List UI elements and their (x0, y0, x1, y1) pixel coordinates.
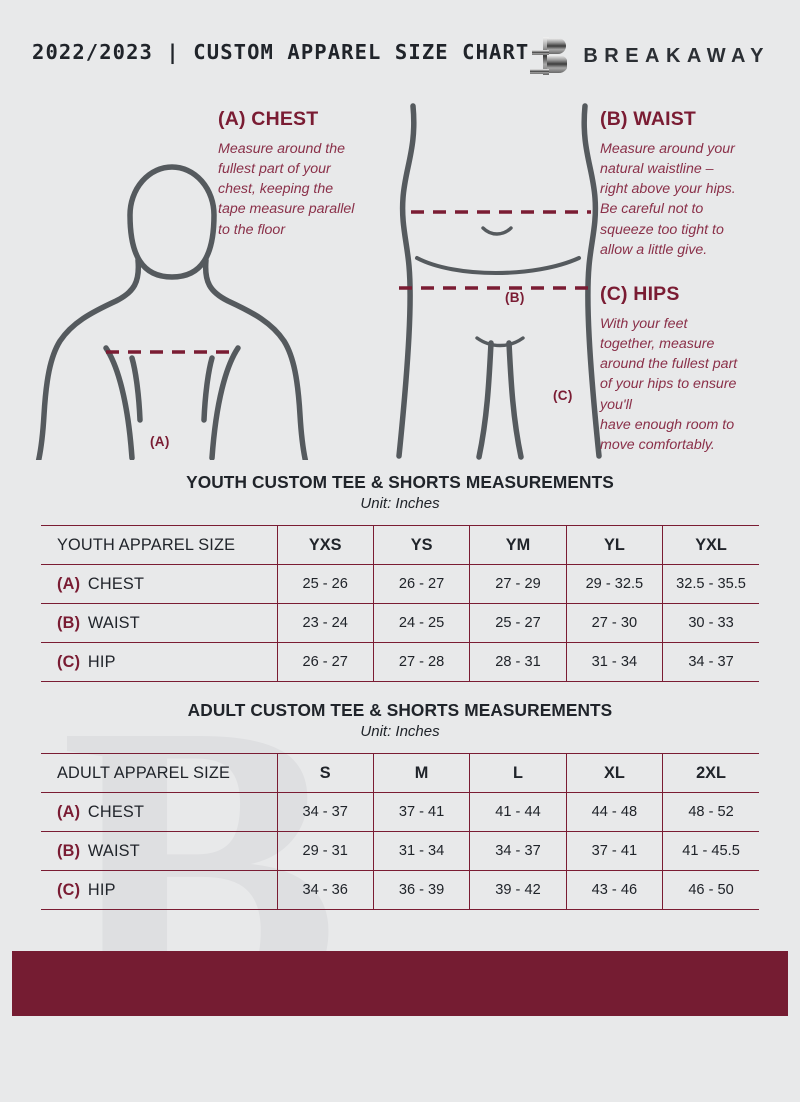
table-row: (B) WAIST 23 - 24 24 - 25 25 - 27 27 - 30 30 … (41, 603, 759, 643)
measurement-cell: 24 - 25 (372, 603, 470, 643)
measurement-cell: 36 - 39 (372, 870, 470, 910)
callout-waist: (B) WAIST Measure around your natural wa… (600, 108, 776, 260)
lower-body-outline-icon (396, 103, 602, 460)
measurement-cell: 34 - 37 (662, 642, 759, 682)
measure-tag: (C) (57, 652, 81, 671)
measurement-cell: 27 - 29 (469, 564, 567, 604)
youth-size-header: YXL (662, 525, 759, 565)
adult-table-unit: Unit: Inches (360, 723, 440, 740)
measure-tag: (A) (57, 802, 81, 821)
measurement-cell: 30 - 33 (662, 603, 759, 643)
measurement-cell: 27 - 28 (372, 642, 470, 682)
measurement-cell: 37 - 41 (372, 792, 470, 832)
youth-size-header: YS (372, 525, 470, 565)
upper-body-outline-icon (35, 164, 309, 460)
measurement-cell: 43 - 46 (565, 870, 663, 910)
measurement-cell: 39 - 42 (469, 870, 567, 910)
callout-hips-body: With your feet together, measure around … (600, 316, 738, 453)
adult-row-label: (C) HIP (41, 870, 277, 910)
youth-table-unit: Unit: Inches (360, 495, 440, 512)
adult-header-row: ADULT APPAREL SIZE S M L XL 2XL (41, 753, 759, 793)
measure-tag: (A) (57, 574, 81, 593)
youth-row-label: (A) CHEST (41, 564, 277, 604)
youth-size-header: YM (469, 525, 567, 565)
callout-chest: (A) CHEST Measure around the fullest par… (218, 108, 393, 240)
measurement-cell: 29 - 32.5 (565, 564, 663, 604)
youth-size-header: YL (565, 525, 663, 565)
table-row: (C) HIP 34 - 36 36 - 39 39 - 42 43 - 46 46 - … (41, 870, 759, 910)
measurement-cell: 34 - 37 (469, 831, 567, 871)
measurement-cell: 23 - 24 (276, 603, 374, 643)
measurement-cell: 32.5 - 35.5 (662, 564, 759, 604)
measurement-illustrations: (A) (B) (C) (0, 96, 800, 476)
adult-size-section: ADULT CUSTOM TEE & SHORTS MEASUREMENTS U… (0, 700, 800, 910)
measurement-cell: 48 - 52 (662, 792, 759, 832)
breakaway-b-monogram-icon (530, 37, 568, 75)
chest-line-label: (A) (150, 434, 170, 449)
measurement-cell: 31 - 34 (565, 642, 663, 682)
adult-size-table: ADULT APPAREL SIZE S M L XL 2XL (A) CHEST 34 - … (41, 753, 759, 910)
waist-line-label: (B) (505, 290, 525, 305)
adult-size-header: XL (565, 753, 663, 793)
callout-waist-body: Measure around your natural waistline – … (600, 141, 736, 258)
adult-size-header: 2XL (662, 753, 759, 793)
youth-size-header: YXS (276, 525, 374, 565)
adult-size-header: S (276, 753, 374, 793)
measurement-cell: 46 - 50 (662, 870, 759, 910)
measurement-cell: 25 - 26 (276, 564, 374, 604)
measurement-cell: 41 - 44 (469, 792, 567, 832)
adult-table-title: ADULT CUSTOM TEE & SHORTS MEASUREMENTS (187, 700, 613, 720)
youth-row-label-header: YOUTH APPAREL SIZE (41, 525, 277, 565)
callout-hips-heading: (C) HIPS (600, 283, 680, 305)
youth-header-row: YOUTH APPAREL SIZE YXS YS YM YL YXL (41, 525, 759, 565)
measurement-cell: 27 - 30 (565, 603, 663, 643)
adult-row-label: (B) WAIST (41, 831, 277, 871)
youth-row-label: (C) HIP (41, 642, 277, 682)
measurement-cell: 28 - 31 (469, 642, 567, 682)
table-row: (A) CHEST 34 - 37 37 - 41 41 - 44 44 - 48 48 … (41, 792, 759, 832)
measurement-cell: 25 - 27 (469, 603, 567, 643)
table-row: (B) WAIST 29 - 31 31 - 34 34 - 37 37 - 41 41 … (41, 831, 759, 871)
callout-waist-heading: (B) WAIST (600, 108, 697, 130)
measurement-cell: 41 - 45.5 (662, 831, 759, 871)
youth-table-title: YOUTH CUSTOM TEE & SHORTS MEASUREMENTS (186, 472, 614, 492)
measure-tag: (C) (57, 880, 81, 899)
page-title: 2022/2023 | CUSTOM APPAREL SIZE CHART (32, 40, 530, 64)
brand-name: BREAKAWAY (583, 44, 770, 67)
page-header: 2022/2023 | CUSTOM APPAREL SIZE CHART BR… (0, 0, 800, 96)
measurement-cell: 26 - 27 (372, 564, 470, 604)
youth-row-label: (B) WAIST (41, 603, 277, 643)
measure-tag: (B) (57, 841, 81, 860)
table-row: (A) CHEST 25 - 26 26 - 27 27 - 29 29 - 32.5 3… (41, 564, 759, 604)
callout-chest-body: Measure around the fullest part of your … (218, 141, 355, 238)
table-row: (C) HIP 26 - 27 27 - 28 28 - 31 31 - 34 34 - … (41, 642, 759, 682)
measurement-cell: 26 - 27 (276, 642, 374, 682)
measurement-cell: 37 - 41 (565, 831, 663, 871)
hip-line-label: (C) (553, 388, 573, 403)
measurement-cell: 29 - 31 (276, 831, 374, 871)
youth-size-section: YOUTH CUSTOM TEE & SHORTS MEASUREMENTS U… (0, 472, 800, 682)
adult-size-header: M (372, 753, 470, 793)
adult-row-label-header: ADULT APPAREL SIZE (41, 753, 277, 793)
measurement-cell: 34 - 36 (276, 870, 374, 910)
adult-row-label: (A) CHEST (41, 792, 277, 832)
footer-accent-bar (12, 951, 788, 1016)
measurement-cell: 31 - 34 (372, 831, 470, 871)
youth-table-body: YOUTH APPAREL SIZE YXS YS YM YL YXL (A) CHEST 2… (41, 525, 759, 682)
callout-hips: (C) HIPS With your feet together, measur… (600, 283, 778, 455)
adult-size-header: L (469, 753, 567, 793)
adult-table-body: ADULT APPAREL SIZE S M L XL 2XL (A) CHEST 34 - … (41, 753, 759, 910)
youth-size-table: YOUTH APPAREL SIZE YXS YS YM YL YXL (A) CHEST 2… (41, 525, 759, 682)
brand-lockup: BREAKAWAY (527, 34, 770, 78)
measurement-cell: 34 - 37 (276, 792, 374, 832)
measurement-cell: 44 - 48 (565, 792, 663, 832)
measure-tag: (B) (57, 613, 81, 632)
callout-chest-heading: (A) CHEST (218, 108, 319, 130)
